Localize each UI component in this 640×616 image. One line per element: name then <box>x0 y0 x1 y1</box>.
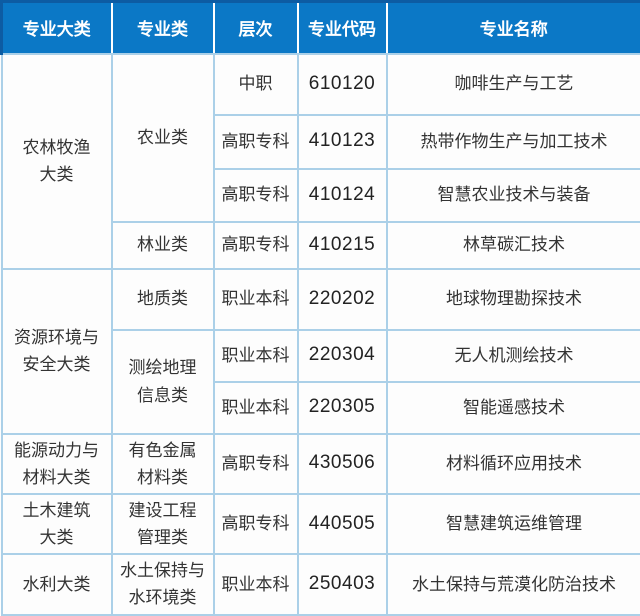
column-header-major-name: 专业名称 <box>387 2 640 54</box>
cell-level: 高职专科 <box>214 169 298 222</box>
cell-major-category: 资源环境与 安全大类 <box>2 269 112 434</box>
cell-level: 高职专科 <box>214 222 298 269</box>
cell-major-class: 农业类 <box>112 54 214 222</box>
cell-major-code: 220202 <box>298 269 387 330</box>
header-row: 专业大类 专业类 层次 专业代码 专业名称 <box>2 2 640 54</box>
column-header-major-category: 专业大类 <box>2 2 112 54</box>
cell-major-class: 测绘地理 信息类 <box>112 330 214 434</box>
cell-level: 高职专科 <box>214 494 298 554</box>
cell-major-class: 地质类 <box>112 269 214 330</box>
cell-major-class: 林业类 <box>112 222 214 269</box>
table-row: 水利大类 水土保持与 水环境类 职业本科 250403 水土保持与荒漠化防治技术 <box>2 554 640 614</box>
table-row: 资源环境与 安全大类 地质类 职业本科 220202 地球物理勘探技术 <box>2 269 640 330</box>
cell-level: 职业本科 <box>214 554 298 614</box>
cell-level: 职业本科 <box>214 269 298 330</box>
cell-major-class: 建设工程 管理类 <box>112 494 214 554</box>
cell-major-class: 有色金属 材料类 <box>112 434 214 494</box>
cell-major-category: 农林牧渔 大类 <box>2 54 112 269</box>
cell-level: 职业本科 <box>214 382 298 434</box>
table-row: 土木建筑 大类 建设工程 管理类 高职专科 440505 智慧建筑运维管理 <box>2 494 640 554</box>
cell-major-code: 610120 <box>298 54 387 115</box>
cell-major-name: 无人机测绘技术 <box>387 330 640 382</box>
cell-major-name: 地球物理勘探技术 <box>387 269 640 330</box>
cell-major-code: 220304 <box>298 330 387 382</box>
table-row: 农林牧渔 大类 农业类 中职 610120 咖啡生产与工艺 <box>2 54 640 115</box>
cell-major-name: 材料循环应用技术 <box>387 434 640 494</box>
cell-level: 高职专科 <box>214 115 298 169</box>
cell-major-category: 水利大类 <box>2 554 112 614</box>
cell-major-name: 咖啡生产与工艺 <box>387 54 640 115</box>
cell-major-name: 热带作物生产与加工技术 <box>387 115 640 169</box>
cell-level: 中职 <box>214 54 298 115</box>
cell-level: 高职专科 <box>214 434 298 494</box>
cell-major-name: 水土保持与荒漠化防治技术 <box>387 554 640 614</box>
cell-major-class: 水土保持与 水环境类 <box>112 554 214 614</box>
cell-major-code: 250403 <box>298 554 387 614</box>
cell-major-code: 410124 <box>298 169 387 222</box>
cell-level: 职业本科 <box>214 330 298 382</box>
majors-table-container: 专业大类 专业类 层次 专业代码 专业名称 农林牧渔 大类 农业类 中职 610… <box>0 0 640 592</box>
cell-major-code: 430506 <box>298 434 387 494</box>
cell-major-name: 林草碳汇技术 <box>387 222 640 269</box>
cell-major-category: 能源动力与 材料大类 <box>2 434 112 494</box>
table-row: 能源动力与 材料大类 有色金属 材料类 高职专科 430506 材料循环应用技术 <box>2 434 640 494</box>
cell-major-name: 智慧农业技术与装备 <box>387 169 640 222</box>
cell-major-code: 410123 <box>298 115 387 169</box>
cell-major-name: 智能遥感技术 <box>387 382 640 434</box>
cell-major-code: 410215 <box>298 222 387 269</box>
cell-major-name: 智慧建筑运维管理 <box>387 494 640 554</box>
column-header-major-class: 专业类 <box>112 2 214 54</box>
cell-major-code: 440505 <box>298 494 387 554</box>
column-header-level: 层次 <box>214 2 298 54</box>
cell-major-code: 220305 <box>298 382 387 434</box>
cell-major-category: 土木建筑 大类 <box>2 494 112 554</box>
column-header-major-code: 专业代码 <box>298 2 387 54</box>
